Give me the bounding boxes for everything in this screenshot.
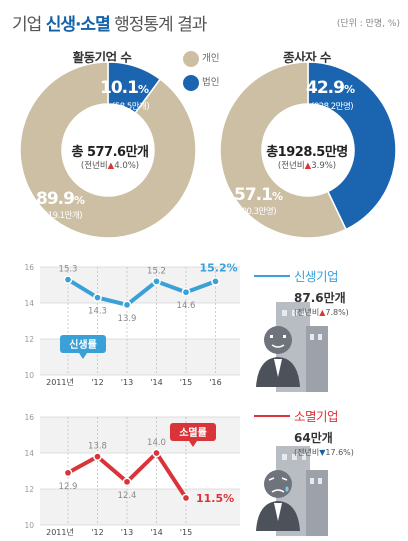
birth-yoy: (전년비▲7.8%)	[294, 308, 349, 317]
y-tick-label: 16	[24, 263, 34, 272]
death-value: 64만개	[294, 431, 333, 445]
data-point	[63, 468, 73, 478]
workers-individual-pct: 57.1%	[234, 185, 283, 205]
active-individual-pct: 89.9%	[36, 189, 85, 209]
death-rate-badge: 소멸률	[179, 426, 207, 439]
x-tick-label: '15	[180, 378, 192, 387]
y-tick-label: 10	[24, 371, 34, 380]
active-corporate-sub: (58.5만개)	[112, 102, 150, 112]
donut-active	[19, 61, 197, 239]
grid-band	[40, 489, 240, 525]
data-label: 14.6	[177, 301, 196, 311]
data-label: 11.5%	[196, 492, 234, 505]
death-title: 소멸기업	[294, 409, 339, 424]
x-tick-label: '15	[180, 528, 192, 537]
data-label: 15.3	[59, 265, 78, 275]
series-line	[66, 277, 217, 307]
data-label: 12.4	[118, 491, 137, 501]
data-point	[181, 493, 191, 503]
death-yoy: (전년비▼17.6%)	[294, 448, 354, 457]
data-point	[181, 287, 191, 297]
workers-yoy: (전년비▲3.9%)	[277, 161, 337, 171]
grid-band	[40, 303, 240, 339]
legend-corporate: 법인	[183, 74, 219, 91]
x-tick-label: 2011년	[46, 527, 74, 537]
active-corporate-pct: 10.1%	[100, 78, 149, 98]
x-tick-label: '14	[150, 528, 162, 537]
y-tick-label: 16	[24, 413, 34, 422]
death-chart-svg: 10 12 14 16 2011년 '12 '13 '14 '15 12.9 13.8 12.4 14.…	[24, 413, 240, 537]
death-illustration	[254, 415, 328, 536]
data-point	[211, 277, 220, 286]
x-tick-label: '13	[121, 378, 133, 387]
y-tick-label: 12	[24, 485, 34, 494]
building-mid	[306, 326, 328, 392]
y-tick-label: 12	[24, 335, 34, 344]
pie-slice-individual	[19, 61, 197, 239]
y-tick-label: 14	[24, 299, 34, 308]
data-label: 14.0	[147, 438, 166, 448]
birth-chart-svg: 10 12 14 16 2011년 '12 '13 '14 '15 '16 15.3 14.3 13.9…	[24, 261, 240, 387]
birth-value: 87.6만개	[294, 291, 346, 305]
donut-workers	[219, 61, 397, 239]
data-point	[122, 477, 132, 487]
x-tick-label: '14	[150, 378, 162, 387]
workers-individual-sub: (1100.3만명)	[229, 207, 277, 217]
death-rate-badge-pointer	[189, 441, 197, 447]
data-point	[152, 448, 161, 458]
data-point	[122, 300, 132, 310]
birth-rate-badge-bg	[60, 335, 106, 353]
data-label: 13.9	[118, 314, 137, 324]
person-sad-icon	[264, 470, 292, 498]
active-yoy: (전년비▲4.0%)	[80, 161, 140, 171]
pie-slice-individual	[219, 61, 347, 239]
workers-corporate-pct: 42.9%	[306, 78, 355, 98]
legend-corporate-swatch	[183, 74, 199, 91]
x-tick-label: '12	[91, 378, 103, 387]
donut-workers-title: 종사자 수	[283, 50, 331, 65]
donut-active-title: 활동기업 수	[72, 50, 132, 65]
legend-individual-swatch	[183, 50, 199, 67]
birth-rate-badge-pointer	[79, 353, 87, 359]
data-point	[93, 293, 102, 302]
birth-rate-badge: 신생률	[69, 338, 97, 351]
x-tick-label: '16	[209, 378, 221, 387]
x-tick-label: 2011년	[46, 377, 74, 387]
data-label: 15.2%	[200, 261, 238, 274]
data-point	[63, 275, 73, 284]
active-individual-sub: (519.1만개)	[40, 211, 83, 221]
legend-individual: 개인	[183, 50, 219, 67]
data-label: 14.3	[88, 307, 107, 317]
person-icon	[264, 326, 292, 354]
pie-slice-corporate	[307, 61, 397, 231]
page-title: 기업 신생·소멸 행정통계 결과	[12, 15, 207, 35]
y-tick-label: 14	[24, 449, 34, 458]
data-label: 15.2	[147, 266, 166, 276]
x-tick-label: '13	[121, 528, 133, 537]
active-total: 총 577.6만개	[71, 145, 149, 160]
workers-total: 총1928.5만명	[266, 145, 348, 160]
birth-illustration	[254, 275, 328, 392]
title-highlight: 신생·소멸	[45, 15, 111, 35]
data-point	[93, 452, 102, 461]
donuts-svg	[19, 61, 397, 239]
y-tick-label: 10	[24, 521, 34, 530]
x-tick-label: '12	[91, 528, 103, 537]
workers-corporate-sub: (828.2만명)	[311, 102, 354, 112]
data-label: 13.8	[88, 442, 107, 452]
birth-title: 신생기업	[294, 269, 339, 284]
death-rate-badge-bg	[170, 423, 216, 441]
unit-note: (단위 : 만명, %)	[336, 19, 400, 29]
data-label: 12.9	[59, 482, 78, 492]
building-mid	[306, 470, 328, 536]
data-point	[152, 277, 161, 286]
